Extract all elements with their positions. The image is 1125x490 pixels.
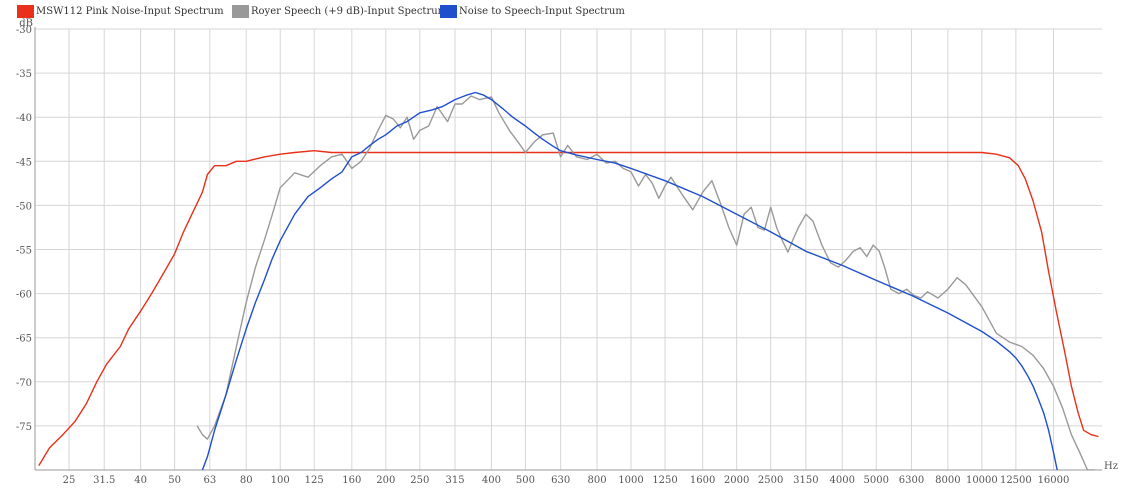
y-tick-label: -55 [16,246,32,257]
x-tick-label: 3150 [793,475,818,486]
x-tick-label: 31.5 [93,475,115,486]
series-lines [38,91,1099,470]
x-tick-label: 80 [240,475,253,486]
legend-swatch-pink-noise [17,4,34,18]
x-tick-label: 8000 [935,475,960,486]
y-tick-label: -50 [16,201,32,212]
x-tick-label: 1600 [690,475,715,486]
y-tick-label: -45 [16,157,32,168]
x-tick-label: 1250 [652,475,677,486]
legend-swatch-noise-to-speech [440,4,457,18]
legend-item-royer-speech[interactable]: Royer Speech (+9 dB)-Input Spectrum [232,4,447,18]
x-tick-label: 630 [551,475,570,486]
legend: MSW112 Pink Noise-Input Spectrum Royer S… [0,0,1125,22]
x-tick-label: 63 [203,475,216,486]
legend-label-noise-to-speech: Noise to Speech-Input Spectrum [459,5,625,17]
x-tick-label: 16000 [1038,475,1070,486]
x-tick-label: 2500 [758,475,783,486]
x-axis-unit-label: Hz [1104,461,1118,472]
x-tick-label: 160 [342,475,361,486]
y-tick-label: -75 [16,422,32,433]
y-tick-label: -60 [16,290,32,301]
x-tick-label: 40 [134,475,147,486]
x-tick-label: 500 [516,475,535,486]
x-tick-label: 50 [168,475,181,486]
x-tick-label: 2000 [724,475,749,486]
x-tick-label: 800 [587,475,606,486]
series-line-pink-noise [38,150,1099,466]
x-tick-label: 12500 [1000,475,1032,486]
y-ticks: -30 -35 -40 -45 -50 -55 -60 -65 -70 -75 [16,25,32,433]
x-tick-label: 100 [271,475,290,486]
legend-item-noise-to-speech[interactable]: Noise to Speech-Input Spectrum [440,4,625,18]
grid [35,28,1102,470]
legend-swatch-royer-speech [232,4,249,18]
x-tick-label: 4000 [830,475,855,486]
legend-label-royer-speech: Royer Speech (+9 dB)-Input Spectrum [251,5,448,17]
x-tick-label: 315 [445,475,464,486]
axes [34,27,1102,471]
x-tick-label: 10000 [966,475,998,486]
x-tick-label: 6300 [899,475,924,486]
x-ticks: 25 31.5 40 50 63 80 100 125 160 200 250 315 400 500 63… [63,475,1070,486]
legend-label-pink-noise: MSW112 Pink Noise-Input Spectrum [36,5,224,17]
y-tick-label: -40 [16,113,32,124]
x-tick-label: 200 [376,475,395,486]
x-tick-label: 125 [305,475,324,486]
series-line-royer-speech [196,95,1095,470]
y-tick-label: -30 [16,25,32,36]
x-tick-label: 1000 [618,475,643,486]
y-tick-label: -65 [16,334,32,345]
y-axis-unit-label: dB [19,18,33,29]
y-tick-label: -35 [16,69,32,80]
x-tick-label: 400 [482,475,501,486]
x-tick-label: 25 [63,475,76,486]
x-tick-label: 5000 [864,475,889,486]
x-tick-label: 250 [410,475,429,486]
legend-item-pink-noise[interactable]: MSW112 Pink Noise-Input Spectrum [17,4,224,18]
y-tick-label: -70 [16,378,32,389]
series-line-noise-to-speech [201,91,1058,470]
